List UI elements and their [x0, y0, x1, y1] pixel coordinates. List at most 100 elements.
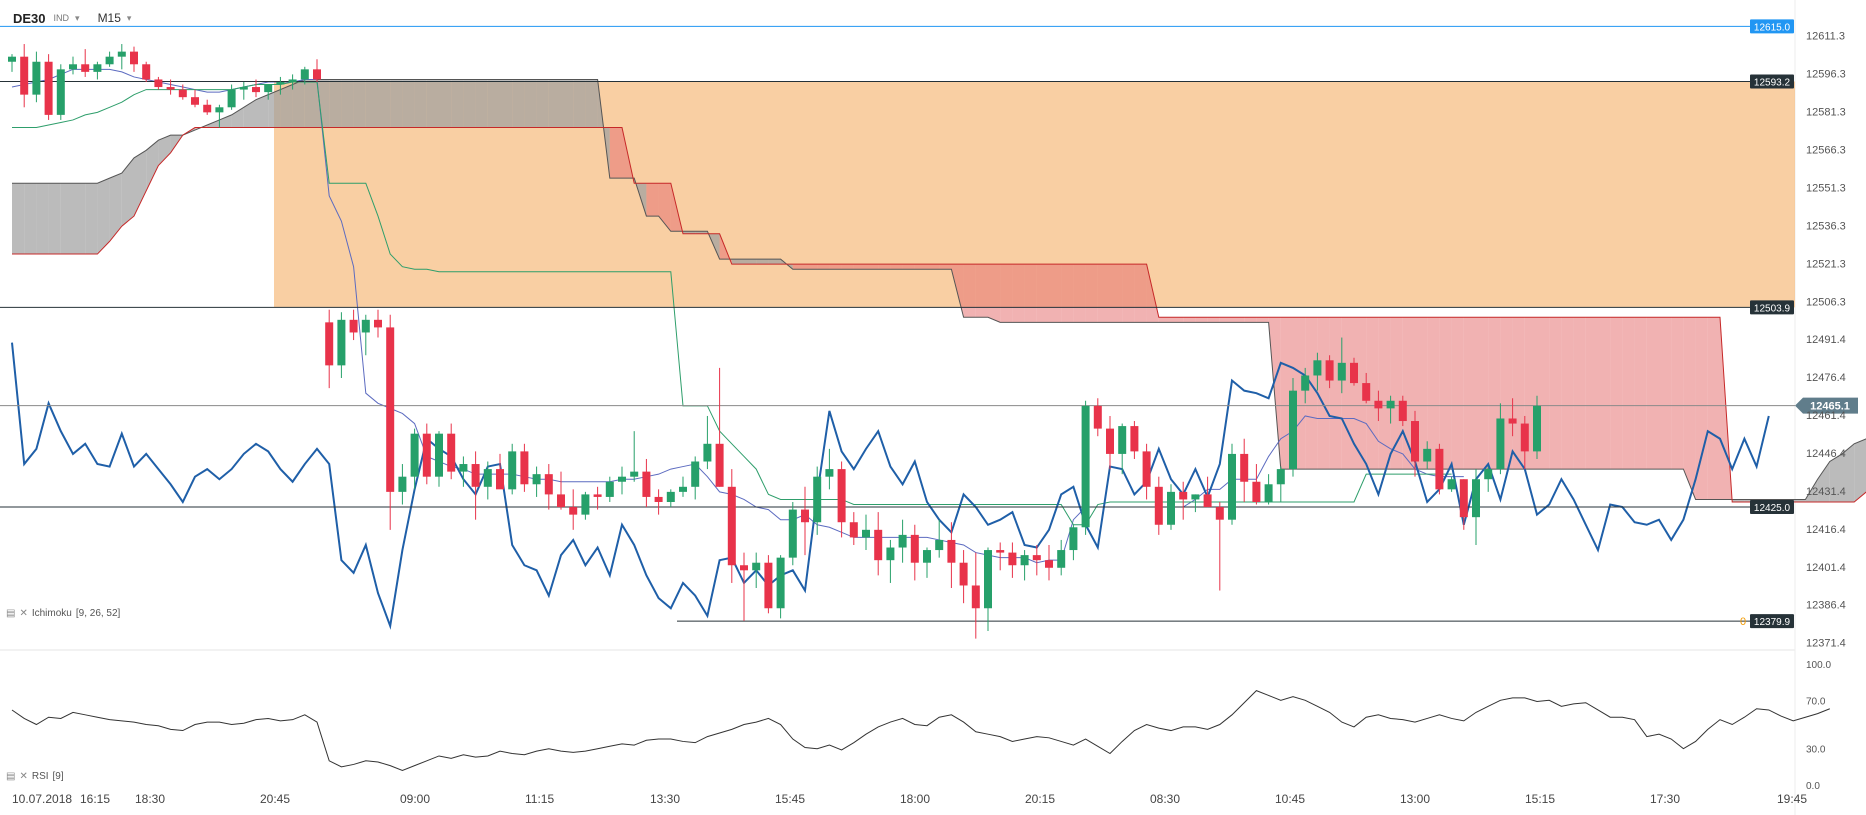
candle-body — [1106, 428, 1114, 454]
cloud-segment — [378, 79, 391, 128]
price-tick-label: 12461.4 — [1806, 410, 1846, 422]
symbol-type: IND — [53, 13, 70, 23]
candle-body — [715, 443, 724, 487]
cloud-segment — [890, 264, 903, 270]
candle-body — [203, 104, 212, 113]
cloud-segment — [695, 231, 708, 234]
candle-body — [1411, 421, 1419, 462]
candle-body — [496, 469, 504, 490]
candle-body — [764, 562, 773, 609]
candle-body — [422, 433, 431, 477]
candle-body — [752, 562, 761, 571]
cloud-segment — [792, 264, 805, 270]
cloud-segment — [268, 89, 281, 128]
cloud-segment — [1707, 317, 1720, 500]
cloud-segment — [1061, 264, 1074, 323]
candle-body — [1533, 405, 1541, 452]
candle-body — [130, 51, 138, 65]
candle-body — [1459, 479, 1468, 518]
candle-body — [1520, 423, 1529, 452]
cloud-segment — [1085, 264, 1098, 323]
candle-body — [984, 550, 992, 609]
cloud-segment — [329, 79, 342, 128]
cloud-segment — [1451, 317, 1464, 470]
cloud-segment — [1329, 317, 1342, 470]
rsi-tick-label: 0.0 — [1806, 781, 1820, 792]
candle-body — [862, 529, 870, 538]
symbol-label[interactable]: DE30 — [13, 10, 46, 26]
cloud-segment — [1097, 264, 1110, 323]
time-tick-label: 20:15 — [1025, 792, 1055, 806]
horizontal-levels[interactable]: 12615.0 12593.2 12503.9 12425.0 12379.9 0 — [0, 19, 1795, 629]
cloud-segment — [1244, 317, 1257, 323]
candle-body — [483, 469, 492, 487]
candle-body — [215, 107, 224, 113]
close-icon[interactable]: ✕ — [19, 771, 28, 782]
candle-body — [386, 327, 395, 492]
cloud-segment — [341, 79, 354, 128]
candle-body — [20, 56, 29, 95]
chevron-down-icon[interactable]: ▾ — [126, 12, 132, 23]
cloud-segment — [475, 79, 488, 128]
candlesticks — [8, 44, 1541, 639]
candle-body — [471, 464, 480, 487]
bars-icon[interactable]: ▤ — [6, 608, 16, 619]
time-tick-label: 18:30 — [135, 792, 165, 806]
candle-body — [32, 61, 41, 95]
cloud-segment — [756, 259, 769, 265]
ichimoku-label[interactable]: ▤ ✕ Ichimoku [9, 26, 52] — [6, 608, 120, 619]
close-icon[interactable]: ✕ — [19, 608, 28, 619]
candle-body — [910, 534, 919, 563]
candle-body — [508, 451, 517, 490]
time-tick-label: 13:00 — [1400, 792, 1430, 806]
chevron-down-icon[interactable]: ▾ — [75, 12, 80, 23]
cloud-segment — [988, 264, 1001, 323]
candle-body — [1093, 405, 1102, 429]
candle-body — [1301, 375, 1310, 391]
cloud-segment — [158, 135, 171, 166]
cloud-segment — [1634, 317, 1647, 470]
cloud-segment — [512, 79, 525, 128]
candle-body — [1130, 426, 1139, 452]
cloud-segment — [60, 183, 73, 255]
cloud-segment — [1842, 443, 1855, 502]
candle-body — [288, 79, 297, 82]
cloud-segment — [1122, 264, 1135, 323]
cloud-segment — [24, 183, 37, 255]
price-tick-label: 12401.4 — [1806, 562, 1846, 574]
cloud-segment — [585, 79, 598, 128]
price-tick-label: 12371.4 — [1806, 638, 1846, 650]
cloud-segment — [975, 264, 988, 318]
cloud-segment — [304, 79, 317, 128]
candle-body — [1374, 400, 1383, 409]
candle-body — [1020, 555, 1029, 566]
candle-body — [593, 494, 602, 497]
candle-body — [788, 509, 797, 558]
cloud-segment — [1134, 264, 1147, 323]
cloud-segment — [1354, 317, 1367, 470]
candle-body — [276, 81, 285, 85]
candle-body — [557, 494, 565, 508]
ichimoku-name: Ichimoku — [31, 608, 72, 619]
cloud-segment — [365, 79, 378, 128]
candle-body — [1423, 448, 1432, 462]
cloud-segment — [1854, 438, 1866, 502]
candle-body — [886, 547, 895, 561]
rsi-label[interactable]: ▤ ✕ RSI [9] — [6, 771, 64, 782]
candle-body — [56, 69, 65, 115]
timeframe-selector[interactable]: M15 — [97, 11, 121, 25]
candle-body — [93, 64, 102, 72]
candle-body — [435, 433, 443, 477]
time-tick-label: 17:30 — [1650, 792, 1680, 806]
cloud-segment — [73, 183, 86, 255]
cloud-segment — [1671, 317, 1684, 470]
cloud-segment — [1195, 317, 1208, 323]
level-tag — [1750, 74, 1794, 89]
candle-body — [801, 509, 809, 523]
cloud-segment — [219, 114, 232, 128]
candle-body — [618, 476, 626, 482]
level-tag — [1750, 300, 1794, 315]
bars-icon[interactable]: ▤ — [6, 771, 16, 782]
cloud-segment — [1829, 453, 1842, 502]
